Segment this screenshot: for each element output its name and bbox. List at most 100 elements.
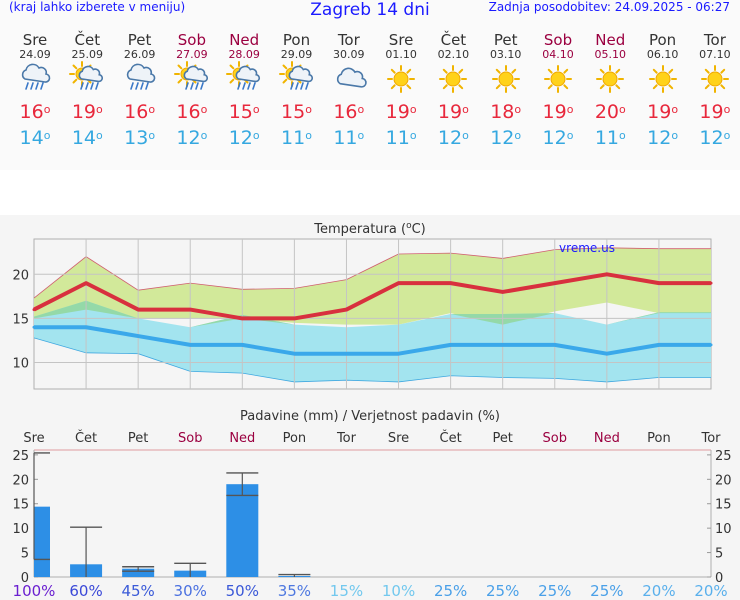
y-tick-label: 10 (12, 357, 29, 372)
y-tick-label-left: 20 (12, 473, 29, 488)
y-tick-label-left: 5 (21, 547, 29, 562)
precipitation-probability: 25% (538, 582, 571, 600)
sun-cloud-rain-icon (278, 61, 313, 90)
min-temperature: 13o (124, 127, 156, 149)
max-temperature: 19o (542, 101, 574, 123)
day-column: Tor 30.09 16o 11o (323, 32, 375, 151)
cloud-rain-icon (126, 63, 155, 90)
min-temperature-line-point (449, 343, 453, 347)
y-tick-label-left: 15 (12, 498, 29, 513)
max-temperature: 16o (176, 101, 208, 123)
max-temperature-line-point (84, 281, 88, 285)
day-date: 29.09 (280, 48, 313, 61)
min-temperature-line (34, 325, 711, 356)
day-column: Sre 01.10 19o 11o (375, 32, 427, 151)
min-temperature-line-point (344, 352, 348, 356)
day-label: Pon (283, 431, 307, 446)
precipitation-probability: 50% (226, 582, 259, 600)
menu-hint[interactable]: (kraj lahko izberete v meniju) (9, 0, 186, 14)
max-band-edge (33, 247, 711, 299)
sun-icon (648, 65, 677, 93)
sun-cloud-rain-icon (69, 61, 104, 90)
min-temperature-line-point (188, 343, 192, 347)
sun-icon (387, 65, 416, 93)
y-tick-label-left: 25 (12, 449, 29, 464)
sun-cloud-rain-icon (173, 61, 208, 90)
precipitation-range (70, 526, 103, 577)
precipitation-probability: 100% (13, 582, 56, 600)
max-temperature-line-point (709, 281, 713, 285)
day-date: 07.10 (699, 48, 731, 61)
y-tick-label-right: 5 (715, 547, 723, 562)
min-temperature-line-point (709, 343, 713, 347)
precipitation-probability: 45% (121, 582, 154, 600)
min-temperature: 12o (542, 127, 574, 149)
day-label: Čet (440, 430, 462, 446)
day-date: 04.10 (542, 48, 574, 61)
watermark: vreme.us (559, 241, 615, 255)
max-temperature-line-point (188, 308, 192, 312)
y-tick-label: 20 (12, 268, 29, 283)
min-temperature: 11o (333, 127, 365, 149)
max-temperature-line (33, 272, 711, 321)
day-label: Tor (700, 431, 721, 446)
precipitation-range (174, 562, 207, 577)
min-temperature-line-point (657, 343, 661, 347)
day-column: Ned 28.09 15o 12o (218, 32, 270, 151)
day-column: Sob 04.10 19o 12o (532, 32, 584, 151)
precipitation-bar (226, 484, 259, 577)
max-temperature: 19o (437, 101, 469, 123)
day-date: 30.09 (333, 48, 365, 61)
min-temperature-line-point (501, 343, 505, 347)
precipitation-probability: 60% (69, 582, 102, 600)
max-temperature-line-point (553, 281, 557, 285)
precipitation-probability: 20% (642, 582, 675, 600)
sun-icon (439, 65, 468, 93)
page-title: Zagreb 14 dni (310, 0, 430, 20)
day-date: 05.10 (594, 48, 627, 61)
day-date: 03.10 (489, 48, 522, 61)
precipitation-probability: 25% (590, 582, 623, 600)
precipitation-chart-title: Padavine (mm) / Verjetnost padavin (%) (240, 409, 500, 424)
min-temperature: 11o (385, 127, 417, 149)
plot-area (34, 450, 711, 577)
sun-icon (491, 65, 520, 93)
day-date: 24.09 (19, 48, 51, 61)
day-date: 27.09 (176, 48, 208, 61)
min-temperature-line-point (605, 352, 609, 356)
max-temperature-line-point (397, 281, 401, 285)
max-temperature-line-point (344, 308, 348, 312)
day-column: Tor 07.10 19o 12o (689, 32, 740, 151)
day-label: Pet (492, 431, 512, 446)
max-temperature-line-point (449, 281, 453, 285)
max-temperature: 16o (124, 101, 156, 123)
precipitation-probability: 35% (278, 582, 311, 600)
max-temperature-band (34, 247, 711, 325)
max-temperature: 16o (19, 101, 51, 123)
max-temperature-line-point (501, 290, 505, 294)
day-name: Tor (337, 31, 360, 49)
day-date: 06.10 (646, 48, 679, 61)
day-name: Ned (229, 31, 260, 49)
day-column: Ned 05.10 20o 11o (584, 32, 636, 151)
min-temperature: 11o (594, 127, 626, 149)
precipitation-chart: Padavine (mm) / Verjetnost padavin (%) Sr… (12, 409, 731, 600)
sun-icon (700, 65, 729, 93)
day-name: Sre (22, 31, 48, 49)
min-temperature-line-point (240, 343, 244, 347)
day-date: 02.10 (437, 48, 470, 61)
day-name: Pon (648, 31, 677, 49)
day-column: Čet 25.09 19o 14o (61, 32, 113, 151)
day-column: Pet 03.10 18o 12o (480, 32, 532, 151)
day-name: Pet (493, 31, 518, 49)
min-band-edge (33, 337, 711, 383)
min-temperature-line-point (397, 352, 401, 356)
sun-icon (596, 65, 625, 93)
min-temperature: 11o (281, 127, 312, 149)
sun-cloud-rain-icon (226, 61, 261, 90)
precipitation-probability: 15% (330, 582, 363, 600)
min-temperature-line-point (553, 343, 557, 347)
precipitation-range (122, 566, 155, 572)
min-temperature-line-point (292, 352, 296, 356)
precipitation-range (33, 452, 50, 561)
